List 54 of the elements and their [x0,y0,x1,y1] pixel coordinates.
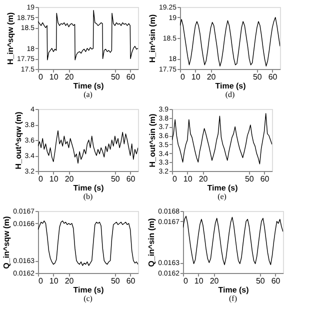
x-tick-label: 10 [183,174,193,184]
x-axis-title: Time (s) [207,184,238,192]
x-tick-label: 20 [198,174,208,184]
x-tick-label: 0 [184,276,188,286]
x-tick-label: 10 [194,276,204,286]
line-series [180,16,280,66]
y-axis-title: H_out^sqw (m) [14,111,23,170]
x-tick-label: 60 [271,276,281,286]
y-axis-title: H_in^sin (m) [148,14,157,63]
x-tick-label: 0 [38,174,44,184]
line-series [38,220,138,266]
x-tick-label: 0 [38,276,44,286]
x-axis-title: Time (s) [73,184,104,192]
x-tick-label: 10 [191,72,201,82]
x-tick-label: 60 [126,174,136,184]
text: (b) [83,192,93,201]
y-axis-title: Q_in^sin (m) [147,218,156,267]
y-axis-title: H_in^sqw (m) [6,12,15,65]
x-tick-label: 60 [126,72,136,82]
text: (e) [218,192,227,201]
y-axis-title: H_out^sin (m) [148,113,157,168]
x-tick-label: 50 [244,174,254,184]
text: (d) [225,90,235,99]
x-tick-label: 10 [49,174,59,184]
x-tick-label: 0 [172,174,178,184]
x-tick-label: 60 [268,72,278,82]
x-tick-label: 20 [64,174,74,184]
line-series [183,216,283,266]
x-axis-title: Time (s) [218,286,250,294]
y-axis-title: Q_in^sqw (m) [2,216,12,269]
x-tick-label: 0 [180,72,186,82]
line-series [172,113,272,164]
x-tick-label: 50 [252,72,262,82]
x-tick-label: 10 [49,276,59,286]
x-tick-label: 20 [64,276,74,286]
x-tick-label: 50 [110,174,120,184]
x-tick-label: 50 [110,72,120,82]
x-tick-label: 60 [260,174,270,184]
x-tick-label: 0 [38,72,44,82]
x-axis-title: Time (s) [73,286,104,294]
x-axis-title: Time (s) [73,82,104,90]
x-axis-title: Time (s) [215,82,246,90]
line-series [38,10,138,60]
line-series [38,130,138,164]
text: (f) [229,294,238,303]
text: (c) [84,294,93,303]
x-tick-label: 20 [210,276,220,286]
x-tick-label: 20 [64,72,74,82]
x-tick-label: 10 [49,72,59,82]
x-tick-label: 50 [110,276,120,286]
text: (a) [84,90,93,99]
x-tick-label: 50 [256,276,266,286]
x-tick-label: 20 [206,72,216,82]
x-tick-label: 60 [126,276,136,286]
